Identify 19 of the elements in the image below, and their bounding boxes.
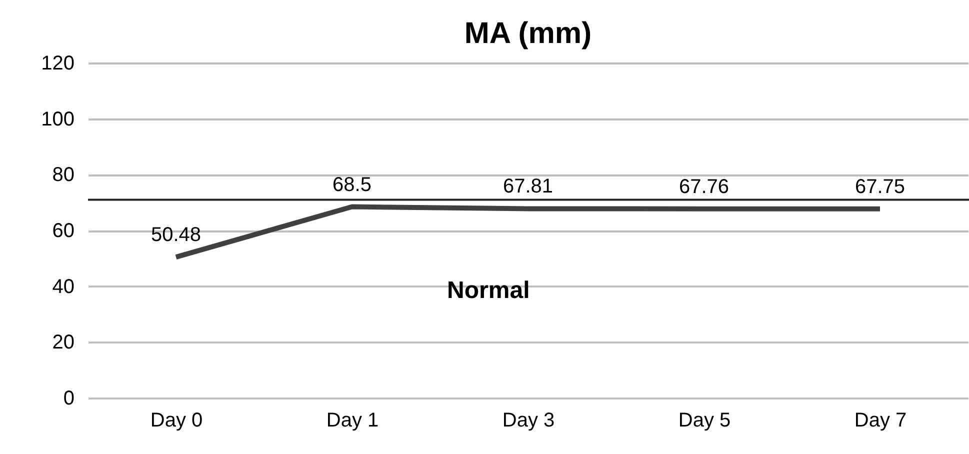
- y-tick-label: 60: [52, 220, 74, 242]
- x-tick-label: Day 3: [502, 410, 555, 432]
- annotation: Normal: [447, 276, 530, 304]
- x-tick-label: Day 1: [326, 410, 379, 432]
- y-tick-label: 100: [41, 108, 74, 130]
- data-label: 67.75: [854, 176, 906, 198]
- y-tick-label: 120: [41, 52, 74, 74]
- data-label: 68.5: [332, 174, 372, 196]
- y-tick-label: 20: [52, 332, 74, 354]
- y-tick-label: 0: [63, 388, 74, 410]
- x-tick-label: Day 7: [854, 410, 907, 432]
- y-tick-label: 80: [52, 164, 74, 186]
- data-label: 67.81: [502, 176, 554, 198]
- data-label: 67.76: [678, 176, 730, 198]
- x-tick-label: Day 5: [678, 410, 731, 432]
- x-tick-label: Day 0: [150, 410, 203, 432]
- chart-title: MA (mm): [464, 17, 592, 50]
- y-tick-label: 40: [52, 276, 74, 298]
- data-label: 50.48: [150, 224, 202, 246]
